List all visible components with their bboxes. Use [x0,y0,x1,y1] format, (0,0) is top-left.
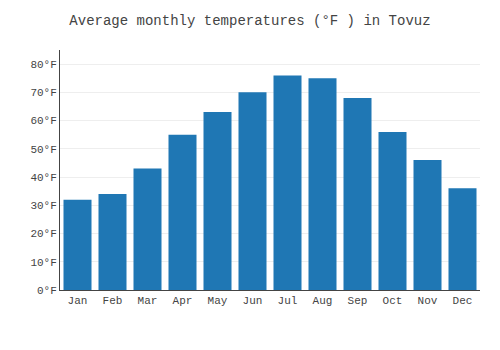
svg-text:Average monthly temperatures (: Average monthly temperatures (°F ) in To… [69,13,430,29]
svg-text:May: May [208,295,228,307]
svg-text:40°F: 40°F [30,172,56,184]
svg-text:30°F: 30°F [30,200,56,212]
svg-text:Jan: Jan [68,295,88,307]
svg-text:Dec: Dec [453,295,473,307]
svg-text:Jul: Jul [278,295,298,307]
svg-text:Nov: Nov [418,295,438,307]
svg-text:70°F: 70°F [30,87,56,99]
svg-text:60°F: 60°F [30,115,56,127]
svg-text:0°F: 0°F [37,285,57,297]
svg-text:Feb: Feb [103,295,123,307]
svg-text:Oct: Oct [383,295,403,307]
svg-text:20°F: 20°F [30,228,56,240]
svg-text:50°F: 50°F [30,144,56,156]
svg-text:Apr: Apr [173,295,193,307]
svg-text:Sep: Sep [348,295,368,307]
svg-text:10°F: 10°F [30,257,56,269]
svg-text:Mar: Mar [138,295,158,307]
svg-text:Jun: Jun [243,295,263,307]
svg-text:80°F: 80°F [30,59,56,71]
svg-text:Aug: Aug [313,295,333,307]
